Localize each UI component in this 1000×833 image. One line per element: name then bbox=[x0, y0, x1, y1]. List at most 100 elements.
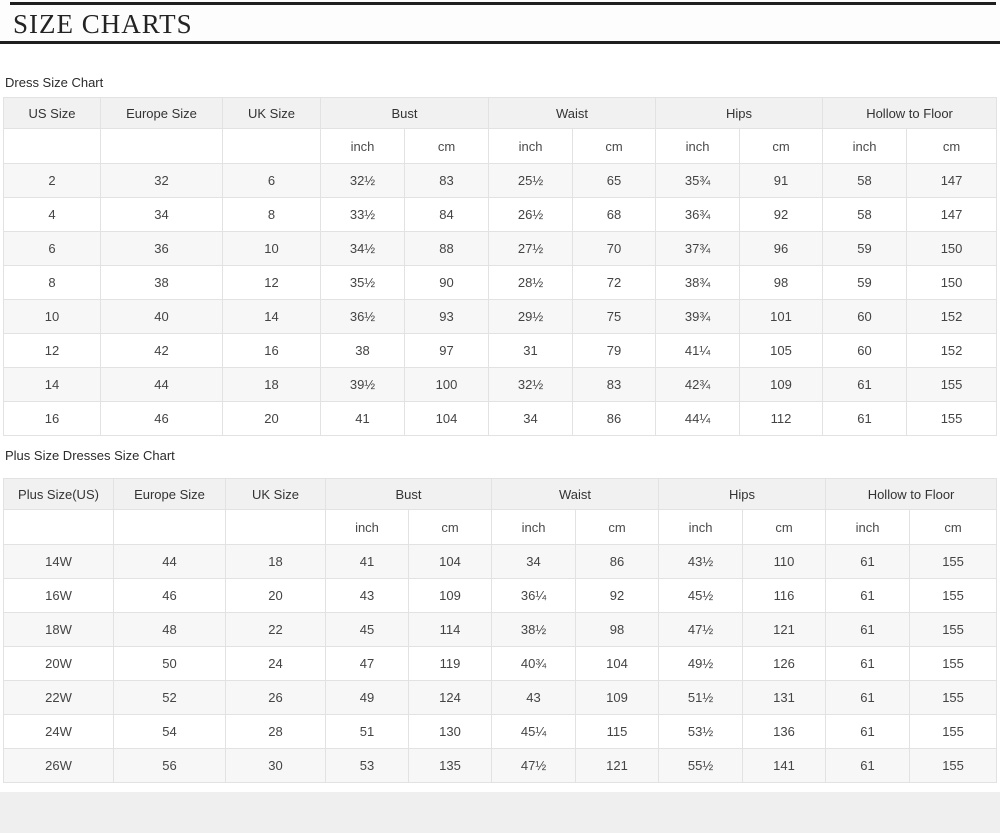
unit-header: inch bbox=[491, 509, 577, 545]
size-cell: 68 bbox=[572, 197, 657, 232]
size-cell: 98 bbox=[739, 265, 824, 300]
size-cell: 109 bbox=[575, 680, 660, 715]
size-cell: 61 bbox=[825, 544, 911, 579]
size-cell: 24 bbox=[225, 646, 326, 681]
size-cell: 38 bbox=[320, 333, 405, 368]
size-cell: 36¼ bbox=[491, 578, 577, 613]
size-cell: 34 bbox=[100, 197, 223, 232]
size-cell: 16 bbox=[3, 401, 101, 436]
column-header-row: US Size Europe Size UK Size Bust Waist Hips Ho… bbox=[3, 97, 998, 129]
size-cell: 46 bbox=[113, 578, 226, 613]
size-cell: 150 bbox=[906, 231, 998, 266]
unit-header: inch bbox=[320, 128, 405, 164]
size-cell: 16 bbox=[222, 333, 321, 368]
column-header: Bust bbox=[319, 97, 490, 129]
size-cell: 6 bbox=[222, 163, 321, 198]
size-cell: 34½ bbox=[320, 231, 405, 266]
empty-header-cell bbox=[100, 128, 223, 164]
plus-size-table: Plus Size(US) Europe Size UK Size Bust Waist… bbox=[3, 478, 998, 783]
size-cell: 141 bbox=[742, 748, 827, 783]
unit-header: inch bbox=[488, 128, 574, 164]
size-cell: 20W bbox=[3, 646, 114, 681]
size-cell: 60 bbox=[822, 333, 908, 368]
size-cell: 135 bbox=[407, 748, 493, 783]
size-cell: 39¾ bbox=[655, 299, 741, 334]
size-cell: 155 bbox=[909, 544, 998, 579]
size-cell: 30 bbox=[225, 748, 326, 783]
size-cell: 152 bbox=[906, 299, 998, 334]
size-cell: 98 bbox=[575, 612, 660, 647]
size-cell: 105 bbox=[739, 333, 824, 368]
size-cell: 152 bbox=[906, 333, 998, 368]
size-cell: 70 bbox=[572, 231, 657, 266]
size-cell: 155 bbox=[906, 367, 998, 402]
empty-header-cell bbox=[113, 509, 226, 545]
size-cell: 43 bbox=[491, 680, 577, 715]
size-cell: 61 bbox=[825, 748, 911, 783]
size-cell: 58 bbox=[822, 163, 908, 198]
page-title: SIZE CHARTS bbox=[13, 9, 193, 39]
column-header: Hips bbox=[658, 478, 827, 510]
size-cell: 155 bbox=[909, 748, 998, 783]
size-cell: 43 bbox=[325, 578, 409, 613]
column-header: Europe Size bbox=[100, 97, 223, 129]
size-cell: 20 bbox=[225, 578, 326, 613]
size-cell: 61 bbox=[825, 646, 911, 681]
size-cell: 147 bbox=[906, 197, 998, 232]
size-cell: 35½ bbox=[320, 265, 405, 300]
size-cell: 55½ bbox=[658, 748, 744, 783]
size-row: 4 34 8 33½ 84 26½ 68 36¾ 92 58 147 bbox=[3, 197, 998, 232]
size-cell: 4 bbox=[3, 197, 101, 232]
unit-header: cm bbox=[906, 128, 998, 164]
size-cell: 27½ bbox=[488, 231, 574, 266]
size-cell: 90 bbox=[403, 265, 490, 300]
unit-header: cm bbox=[739, 128, 824, 164]
column-header: Hollow to Floor bbox=[822, 97, 998, 129]
size-cell: 41¼ bbox=[655, 333, 741, 368]
size-row: 16W 46 20 43 109 36¼ 92 45½ 116 61 155 bbox=[3, 578, 998, 613]
size-cell: 28 bbox=[225, 714, 326, 749]
size-cell: 2 bbox=[3, 163, 101, 198]
column-header-row: Plus Size(US) Europe Size UK Size Bust Waist… bbox=[3, 478, 998, 510]
size-cell: 60 bbox=[822, 299, 908, 334]
size-cell: 12 bbox=[222, 265, 321, 300]
size-cell: 116 bbox=[742, 578, 827, 613]
column-header: Hips bbox=[655, 97, 824, 129]
unit-header: cm bbox=[742, 509, 827, 545]
size-cell: 112 bbox=[739, 401, 824, 436]
size-cell: 20 bbox=[222, 401, 321, 436]
size-cell: 155 bbox=[909, 646, 998, 681]
size-cell: 35¾ bbox=[655, 163, 741, 198]
size-cell: 61 bbox=[825, 714, 911, 749]
size-cell: 124 bbox=[407, 680, 493, 715]
size-row: 12 42 16 38 97 31 79 41¼ 105 60 152 bbox=[3, 333, 998, 368]
size-cell: 40¾ bbox=[491, 646, 577, 681]
size-cell: 42 bbox=[100, 333, 223, 368]
unit-header: inch bbox=[655, 128, 741, 164]
unit-header-row: inch cm inch cm inch cm inch cm bbox=[3, 128, 998, 164]
size-cell: 36½ bbox=[320, 299, 405, 334]
size-cell: 43½ bbox=[658, 544, 744, 579]
top-rule bbox=[10, 2, 996, 5]
size-cell: 8 bbox=[222, 197, 321, 232]
size-cell: 32½ bbox=[320, 163, 405, 198]
size-cell: 92 bbox=[739, 197, 824, 232]
size-cell: 119 bbox=[407, 646, 493, 681]
unit-header: inch bbox=[825, 509, 911, 545]
size-cell: 44¼ bbox=[655, 401, 741, 436]
dress-size-chart-label: Dress Size Chart bbox=[5, 75, 104, 90]
unit-header: cm bbox=[572, 128, 657, 164]
size-cell: 101 bbox=[739, 299, 824, 334]
size-cell: 40 bbox=[100, 299, 223, 334]
size-cell: 12 bbox=[3, 333, 101, 368]
size-cell: 26W bbox=[3, 748, 114, 783]
size-cell: 32½ bbox=[488, 367, 574, 402]
size-cell: 6 bbox=[3, 231, 101, 266]
size-cell: 10 bbox=[222, 231, 321, 266]
title-band: SIZE CHARTS bbox=[0, 0, 1000, 44]
column-header: Europe Size bbox=[113, 478, 226, 510]
plus-size-chart-label: Plus Size Dresses Size Chart bbox=[5, 448, 175, 463]
size-cell: 50 bbox=[113, 646, 226, 681]
size-cell: 126 bbox=[742, 646, 827, 681]
